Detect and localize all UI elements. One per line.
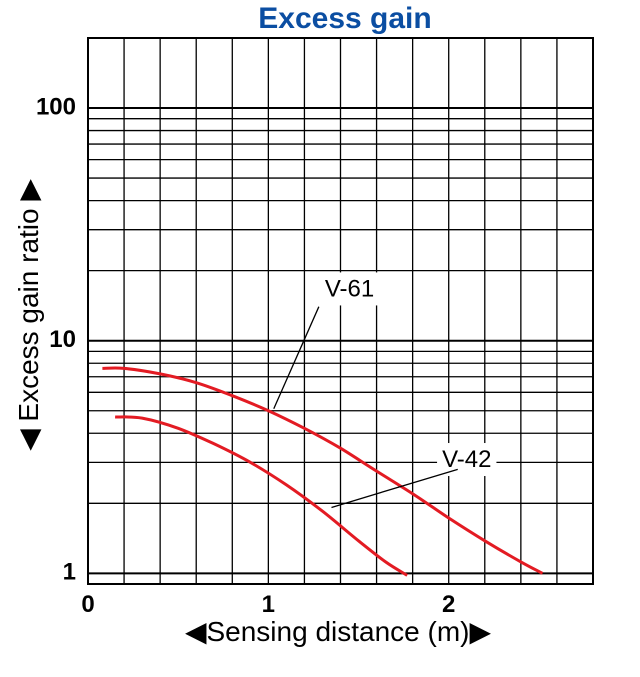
- series-lines: [102, 366, 544, 577]
- x-axis-label: ◀Sensing distance (m)▶: [185, 616, 492, 647]
- y-tick-label: 100: [36, 93, 76, 120]
- y-tick-label: 1: [63, 559, 76, 586]
- series-line-v-42: [115, 415, 409, 577]
- x-tick-label: 1: [262, 591, 275, 618]
- grid: [87, 37, 594, 585]
- x-tick-label: 0: [81, 591, 94, 618]
- chart-title: Excess gain: [258, 2, 431, 35]
- series-label-background: [319, 272, 380, 306]
- series-label-v-61: V-61: [325, 275, 374, 302]
- y-tick-label: 10: [49, 326, 76, 353]
- plot-frame: [87, 37, 594, 585]
- leader-line-v-61: [273, 306, 320, 409]
- leader-line-v-42: [331, 468, 458, 509]
- x-tick-label: 2: [442, 591, 455, 618]
- series-label-v-42: V-42: [442, 446, 491, 473]
- series-label-background: [437, 443, 497, 477]
- y-axis-label: ◀ Excess gain ratio ▶: [13, 179, 44, 451]
- series-annotations: V-61 V-42: [273, 272, 497, 509]
- series-line-v-61: [102, 366, 544, 575]
